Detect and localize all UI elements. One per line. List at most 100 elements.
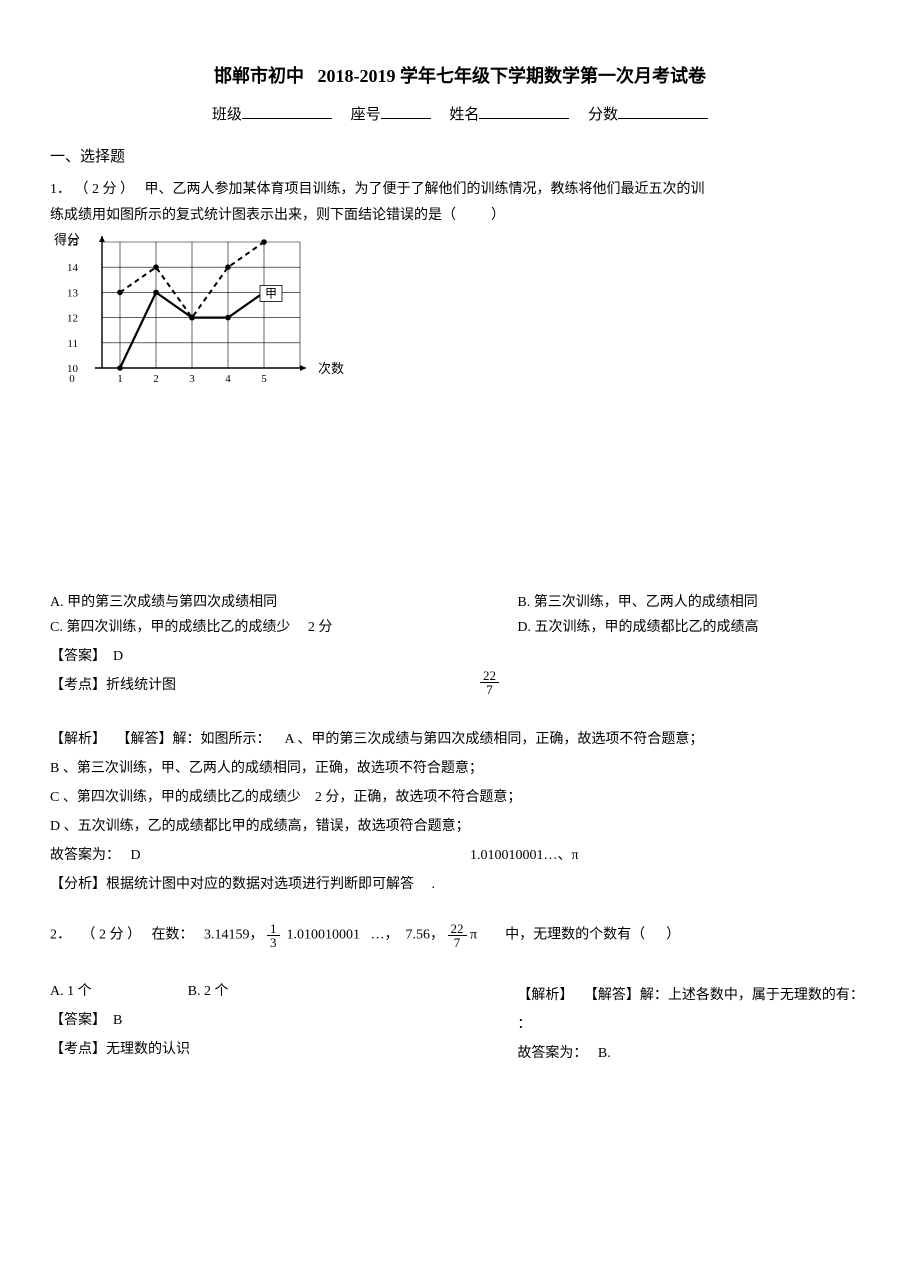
student-info-line: 班级 座号 姓名 分数: [50, 102, 870, 129]
q2-stem-suf: 中，无理数的个数有（: [505, 927, 645, 942]
svg-text:2: 2: [153, 373, 159, 385]
title-prefix: 邯郸市初中: [214, 66, 304, 86]
q1-option-c-mid: 2 分: [308, 620, 333, 635]
q2-frac-b: 22 7: [448, 922, 467, 949]
svg-text:0: 0: [69, 373, 75, 385]
final-val: D: [131, 848, 141, 863]
q2-stem-close: ）: [666, 927, 680, 942]
q1-option-c-pre: C. 第四次训练，甲的成绩比乙的成绩少: [50, 620, 290, 635]
q2-right-final-val: B.: [598, 1046, 611, 1061]
q1-option-b: B. 第三次训练，甲、乙两人的成绩相同: [517, 595, 757, 610]
analysis-period: .: [432, 877, 436, 892]
svg-text:14: 14: [67, 262, 79, 274]
q2-number: 2．: [50, 927, 71, 942]
q1-analysis: 【分析】根据统计图中对应的数据对选项进行判断即可解答 .: [50, 872, 870, 897]
question-1: 1． （ 2 分 ） 甲、乙两人参加某体育项目训练，为了便于了解他们的训练情况，…: [50, 177, 870, 389]
svg-text:1: 1: [117, 373, 123, 385]
q2-answer-value: B: [113, 1013, 122, 1028]
blank-name[interactable]: [479, 102, 569, 119]
q2-v4p: 7.56，: [406, 927, 445, 942]
svg-text:5: 5: [261, 373, 267, 385]
spacer: [50, 400, 870, 590]
exam-title: 邯郸市初中 2018-2019 学年七年级下学期数学第一次月考试卷: [50, 60, 870, 92]
float-fraction-22-7: 22 7: [480, 669, 499, 696]
q2-answer-label: 【答案】: [50, 1013, 106, 1028]
expl-a-text: A 、甲的第三次成绩与第四次成绩相同，正确，故选项不符合题意；: [285, 732, 704, 747]
q1-kaodian: 【考点】折线统计图: [50, 678, 176, 693]
title-year: 2018-2019: [318, 66, 396, 86]
q2-v1: 3.14159，: [204, 927, 264, 942]
q1-options-row2: C. 第四次训练，甲的成绩比乙的成绩少 2 分 D. 五次训练，甲的成绩都比乙的…: [50, 615, 870, 640]
label-seat: 座号: [351, 107, 381, 123]
spacer4: [50, 955, 870, 979]
q1-final-row: 故答案为： D 1.010010001…、π: [50, 843, 870, 868]
label-name: 姓名: [449, 107, 479, 123]
q1-expl-d: D 、五次训练，乙的成绩都比甲的成绩高，错误，故选项符合题意；: [50, 819, 470, 834]
spacer3: [50, 902, 870, 916]
svg-text:13: 13: [67, 287, 79, 299]
q2-v2: 1.010010001: [287, 927, 361, 942]
q1-points-r: ）: [120, 182, 134, 197]
q2-pi: π: [470, 927, 477, 942]
q2-frac-a: 1 3: [267, 922, 280, 949]
fraction-icon: 22 7: [480, 669, 499, 696]
q2-option-a: A. 1 个: [50, 984, 92, 999]
q1-option-a: A. 甲的第三次成绩与第四次成绩相同: [50, 595, 277, 610]
q1-expl-b: B 、第三次训练，甲、乙两人的成绩相同，正确，故选项不符合题意；: [50, 756, 870, 781]
label-class: 班级: [212, 107, 242, 123]
line-chart: 101112131415123450次数甲 得分: [50, 230, 350, 390]
title-suffix: 学年七年级下学期数学第一次月考试卷: [400, 66, 706, 86]
q2-option-b: B. 2 个: [188, 984, 229, 999]
blank-class[interactable]: [242, 102, 332, 119]
q1-kaodian-row: 【考点】折线统计图 22 7: [50, 673, 870, 698]
expl-c-mid: 2 分，正确，故选项不符合题意；: [315, 790, 522, 805]
svg-text:3: 3: [189, 373, 195, 385]
answer-value: D: [113, 649, 123, 664]
q2-right-expl: 【解析】 【解答】解：上述各数中，属于无理数的有：: [517, 983, 870, 1008]
q1-option-d: D. 五次训练，甲的成绩都比乙的成绩高: [517, 620, 758, 635]
expl-label: 【解析】: [50, 732, 106, 747]
q2-bottom-row: A. 1 个 B. 2 个 【答案】 B 【考点】无理数的认识 【解析】 【解答…: [50, 979, 870, 1071]
label-score: 分数: [588, 107, 618, 123]
q2-points: （ 2 分 ）: [82, 927, 142, 942]
q2-stem-pre: 在数：: [152, 927, 194, 942]
q1-expl-a: 【解析】 【解答】解：如图所示： A 、甲的第三次成绩与第四次成绩相同，正确，故…: [50, 727, 870, 752]
q1-expl-c: C 、第四次训练，甲的成绩比乙的成绩少 2 分，正确，故选项不符合题意；: [50, 785, 870, 810]
q1-number: 1．: [50, 182, 71, 197]
spacer2: [50, 703, 870, 723]
svg-text:12: 12: [67, 312, 78, 324]
q1-points-v: 2 分: [92, 182, 117, 197]
svg-text:甲: 甲: [265, 286, 277, 300]
svg-text:次数: 次数: [318, 361, 344, 376]
answer-label: 【答案】: [50, 649, 106, 664]
q2-right-final-pre: 故答案为：: [517, 1046, 587, 1061]
q2-answer: 【答案】 B: [50, 1008, 501, 1033]
float-irrationals: 1.010010001…、π: [470, 843, 579, 868]
chart-svg: 101112131415123450次数甲: [50, 230, 350, 390]
q2-right-final: 故答案为： B.: [517, 1041, 870, 1066]
q1-expl-d-row: D 、五次训练，乙的成绩都比甲的成绩高，错误，故选项符合题意；: [50, 814, 870, 839]
q2-right-expl-lbl: 【解析】: [517, 988, 573, 1003]
q2-options-row: A. 1 个 B. 2 个: [50, 979, 501, 1004]
q1-points-l: （: [75, 182, 89, 197]
section-choice-heading: 一、选择题: [50, 144, 870, 171]
q1-options-row1: A. 甲的第三次成绩与第四次成绩相同 B. 第三次训练，甲、乙两人的成绩相同: [50, 590, 870, 615]
final-pre: 故答案为：: [50, 848, 120, 863]
expl-head: 【解答】解：如图所示：: [117, 732, 271, 747]
blank-seat[interactable]: [381, 102, 431, 119]
svg-text:11: 11: [67, 338, 78, 350]
analysis-text: 【分析】根据统计图中对应的数据对选项进行判断即可解答: [50, 877, 414, 892]
q1-stem-a: 甲、乙两人参加某体育项目训练，为了便于了解他们的训练情况，教练将他们最近五次的训: [145, 182, 705, 197]
expl-c-pre: C 、第四次训练，甲的成绩比乙的成绩少: [50, 790, 301, 805]
q2-v3: …，: [371, 927, 399, 942]
q2-right-colon: ：: [517, 1012, 870, 1037]
q1-stem-c: ）: [491, 208, 505, 223]
q2-kaodian: 【考点】无理数的认识: [50, 1037, 501, 1062]
svg-text:4: 4: [225, 373, 231, 385]
question-2: 2． （ 2 分 ） 在数： 3.14159， 1 3 1.010010001 …: [50, 922, 870, 949]
y-axis-label: 得分: [54, 228, 80, 251]
q2-right-expl-txt: 【解答】解：上述各数中，属于无理数的有：: [584, 988, 864, 1003]
q1-answer: 【答案】 D: [50, 644, 870, 669]
q1-stem-b: 练成绩用如图所示的复式统计图表示出来，则下面结论错误的是（: [50, 208, 456, 223]
blank-score[interactable]: [618, 102, 708, 119]
